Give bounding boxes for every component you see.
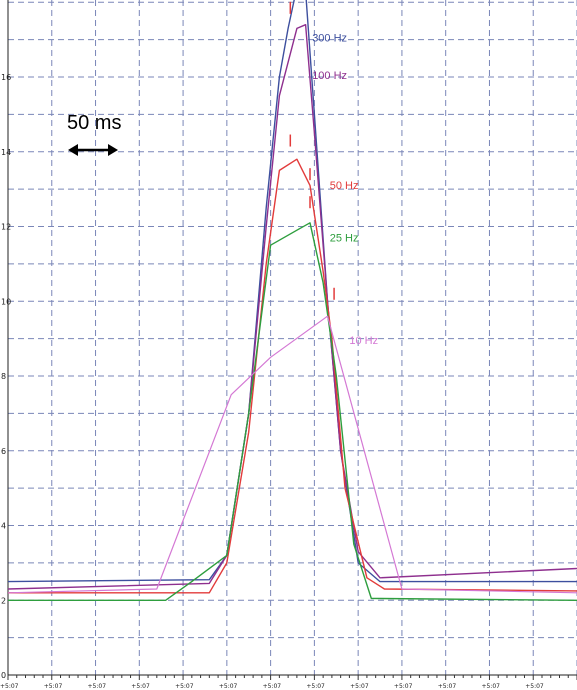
series-label: 25 Hz: [330, 232, 359, 244]
series-line: [7, 315, 577, 594]
y-tick-label: 16: [1, 73, 11, 82]
x-tick-label: +5:07: [350, 683, 369, 690]
y-tick-label: 10: [1, 297, 11, 306]
peak-markers: [289, 1, 335, 300]
y-tick-label: 14: [1, 148, 11, 157]
y-axis-ticks: 0 2 4 6 8 10 12 14 16: [1, 73, 11, 680]
y-tick-label: 12: [1, 223, 11, 232]
grid: [7, 0, 577, 676]
series-line: [8, 158, 577, 594]
double-arrow-icon: [68, 144, 118, 156]
y-tick-label: 6: [1, 447, 6, 456]
x-tick-label: +5:07: [481, 683, 500, 690]
x-axis-ticks: +5:07 +5:07 +5:07 +5:07 +5:07 +5:07 +5:07 +5:07…: [0, 683, 544, 690]
y-tick-label: 8: [1, 372, 6, 381]
series-label: 50 Hz: [330, 180, 359, 192]
series-line: [8, 222, 577, 601]
x-tick-label: +5:07: [219, 683, 238, 690]
x-tick-label: +5:07: [88, 683, 107, 690]
scale-annotation: 50 ms: [67, 112, 121, 156]
axes: [7, 0, 577, 680]
series-labels: 300 Hz 100 Hz 50 Hz 25 Hz 10 Hz: [312, 32, 378, 347]
x-tick-label: +5:07: [263, 683, 282, 690]
y-tick-label: 0: [1, 671, 6, 680]
series-label: 100 Hz: [312, 70, 347, 82]
series-label: 300 Hz: [312, 32, 347, 44]
scale-label: 50 ms: [67, 112, 121, 134]
x-tick-label: +5:07: [131, 683, 150, 690]
series-group: [7, 0, 577, 601]
series-line: [7, 24, 577, 590]
y-tick-label: 2: [1, 596, 6, 605]
x-tick-label: +5:07: [306, 683, 325, 690]
series-label: 10 Hz: [349, 335, 378, 347]
y-tick-label: 4: [1, 522, 6, 531]
x-tick-label: +5:07: [525, 683, 544, 690]
series-line: [7, 0, 577, 583]
x-tick-label: +5:07: [175, 683, 194, 690]
x-tick-label: +5:07: [394, 683, 413, 690]
x-tick-label: +5:07: [44, 683, 63, 690]
x-tick-label: +5:07: [438, 683, 457, 690]
x-tick-label: +5:07: [0, 683, 19, 690]
